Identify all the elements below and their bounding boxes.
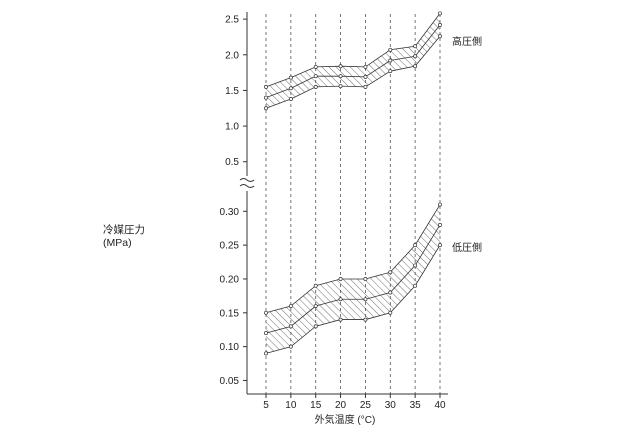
low-upper-point bbox=[288, 304, 293, 308]
y-tick-label-high: 1.0 bbox=[225, 122, 239, 133]
low-lower-point bbox=[288, 344, 293, 349]
y-axis-label-line1: 冷媒圧力 bbox=[103, 223, 145, 236]
y-tick-label-high: 2.5 bbox=[225, 15, 239, 26]
high-center-point bbox=[438, 22, 442, 27]
x-tick-label: 35 bbox=[410, 400, 422, 411]
low-lower-point bbox=[313, 324, 318, 329]
high-upper-point bbox=[288, 75, 293, 80]
high-center-point bbox=[313, 74, 318, 79]
high-center-line bbox=[265, 24, 441, 98]
x-tick-label: 15 bbox=[310, 400, 322, 411]
axes bbox=[239, 12, 448, 395]
low-center-point bbox=[413, 263, 418, 268]
high-upper-line bbox=[265, 13, 441, 88]
low-upper-point bbox=[338, 277, 343, 281]
high-lower-point bbox=[288, 97, 293, 101]
y-tick-label-low: 0.10 bbox=[220, 342, 240, 353]
high-center-point bbox=[388, 58, 393, 63]
high-lower-point bbox=[313, 84, 318, 89]
y-tick-label-low: 0.30 bbox=[220, 207, 240, 218]
low-center-point bbox=[288, 324, 293, 329]
high-center-point bbox=[288, 86, 293, 91]
low-lower-point bbox=[388, 310, 393, 315]
high-upper-point bbox=[313, 64, 318, 69]
high-upper-point bbox=[338, 64, 343, 69]
high-center-point bbox=[413, 54, 418, 59]
x-tick-label: 20 bbox=[335, 400, 347, 411]
x-tick-label: 25 bbox=[360, 400, 372, 411]
high-center-point bbox=[363, 74, 368, 79]
high-upper-point bbox=[438, 11, 442, 16]
y-tick-label-high: 1.5 bbox=[225, 86, 239, 97]
x-tick-label: 5 bbox=[263, 400, 269, 411]
low-upper-point bbox=[438, 202, 442, 207]
y-tick-label-high: 0.5 bbox=[225, 157, 239, 168]
low-lower-point bbox=[363, 317, 368, 322]
low-lower-point bbox=[338, 317, 343, 322]
low-center-point bbox=[264, 331, 268, 336]
high-lower-point bbox=[413, 64, 418, 69]
y-tick-label-low: 0.15 bbox=[220, 308, 240, 319]
high-upper-point bbox=[388, 47, 393, 52]
low-upper-point bbox=[264, 310, 268, 315]
y-axis-label-line2: (MPa) bbox=[103, 237, 132, 249]
high-pressure-band bbox=[266, 13, 440, 109]
low-upper-point bbox=[388, 270, 393, 275]
low-upper-point bbox=[313, 283, 318, 288]
low-lower-point bbox=[264, 351, 268, 356]
y-tick-label-low: 0.20 bbox=[220, 274, 240, 285]
low-lower-point bbox=[413, 283, 418, 288]
high-lower-point bbox=[363, 84, 368, 89]
high-lower-point bbox=[438, 34, 442, 39]
low-center-point bbox=[438, 222, 442, 227]
y-tick-label-low: 0.05 bbox=[220, 376, 240, 387]
low-pressure-label: 低圧側 bbox=[452, 241, 482, 254]
high-upper-point bbox=[363, 64, 368, 69]
low-upper-point bbox=[413, 243, 418, 248]
y-tick-label-low: 0.25 bbox=[220, 241, 240, 252]
x-tick-label: 10 bbox=[285, 400, 297, 411]
high-upper-point bbox=[413, 44, 418, 49]
y-tick-label-high: 2.0 bbox=[225, 50, 239, 61]
ticks: 5 10 15 20 25 30 35 40 0.5 1.0 1.5 2.0 2.5 0.05 0.10 0.… bbox=[220, 15, 446, 411]
x-tick-label: 30 bbox=[385, 400, 397, 411]
low-lower-point bbox=[438, 243, 442, 248]
low-upper-point bbox=[363, 277, 368, 281]
bands bbox=[264, 11, 442, 356]
low-upper-line bbox=[265, 204, 441, 314]
high-upper-point bbox=[264, 84, 268, 89]
high-center-point bbox=[338, 74, 343, 79]
high-lower-point bbox=[338, 84, 343, 89]
low-center-point bbox=[313, 304, 318, 308]
high-pressure-label: 高圧側 bbox=[452, 35, 482, 48]
axis-break-mark bbox=[239, 178, 255, 188]
high-center-point bbox=[264, 95, 268, 100]
x-tick-label: 40 bbox=[434, 400, 446, 411]
high-lower-point bbox=[388, 69, 393, 74]
low-center-point bbox=[338, 297, 343, 302]
low-center-point bbox=[363, 297, 368, 302]
low-center-line bbox=[265, 224, 441, 334]
low-lower-line bbox=[265, 244, 441, 354]
high-lower-point bbox=[264, 106, 268, 111]
x-axis-label: 外気温度 (°C) bbox=[315, 413, 376, 426]
high-lower-line bbox=[265, 35, 441, 109]
low-center-point bbox=[388, 290, 393, 295]
